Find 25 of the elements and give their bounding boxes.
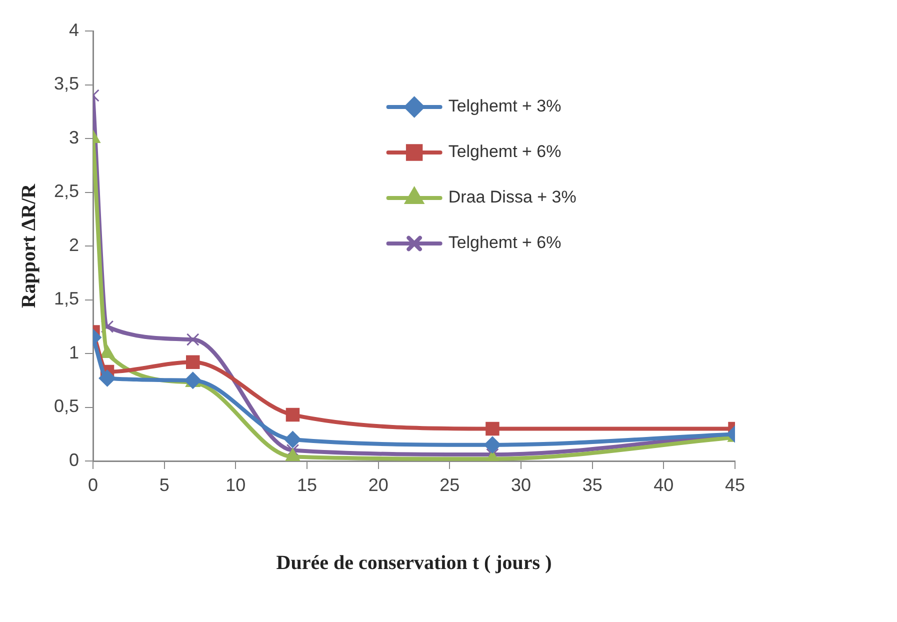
x-tick-label: 45 bbox=[724, 474, 746, 495]
y-tick-label: 2 bbox=[68, 234, 79, 255]
x-axis-title: Durée de conservation t ( jours ) bbox=[276, 552, 552, 574]
legend-label: Telghemt + 6% bbox=[448, 233, 562, 252]
x-tick-label: 35 bbox=[582, 474, 602, 495]
y-tick-label: 3 bbox=[68, 127, 79, 148]
y-tick-label: 1 bbox=[68, 342, 79, 362]
x-tick-label: 0 bbox=[88, 474, 98, 495]
y-tick-label: 4 bbox=[68, 20, 79, 40]
y-axis-title: Rapport ΔR/R bbox=[18, 183, 40, 308]
x-tick-label: 25 bbox=[440, 474, 460, 495]
x-tick-label: 10 bbox=[226, 474, 246, 495]
x-tick-label: 15 bbox=[296, 474, 318, 495]
x-tick-label: 5 bbox=[159, 474, 170, 495]
y-tick-label: 3,5 bbox=[54, 74, 79, 94]
legend-label: Draa Dissa + 3% bbox=[448, 188, 576, 207]
x-tick-label: 30 bbox=[510, 474, 532, 495]
legend-label: Telghemt + 3% bbox=[448, 96, 562, 116]
y-tick-label: 1,5 bbox=[54, 288, 79, 309]
y-tick-label: 2,5 bbox=[54, 181, 79, 202]
y-tick-label: 0 bbox=[68, 450, 79, 470]
x-tick-label: 20 bbox=[368, 474, 388, 495]
y-tick-label: 0,5 bbox=[54, 396, 79, 416]
legend-label: Telghemt + 6% bbox=[448, 142, 562, 162]
x-tick-label: 40 bbox=[654, 474, 674, 495]
